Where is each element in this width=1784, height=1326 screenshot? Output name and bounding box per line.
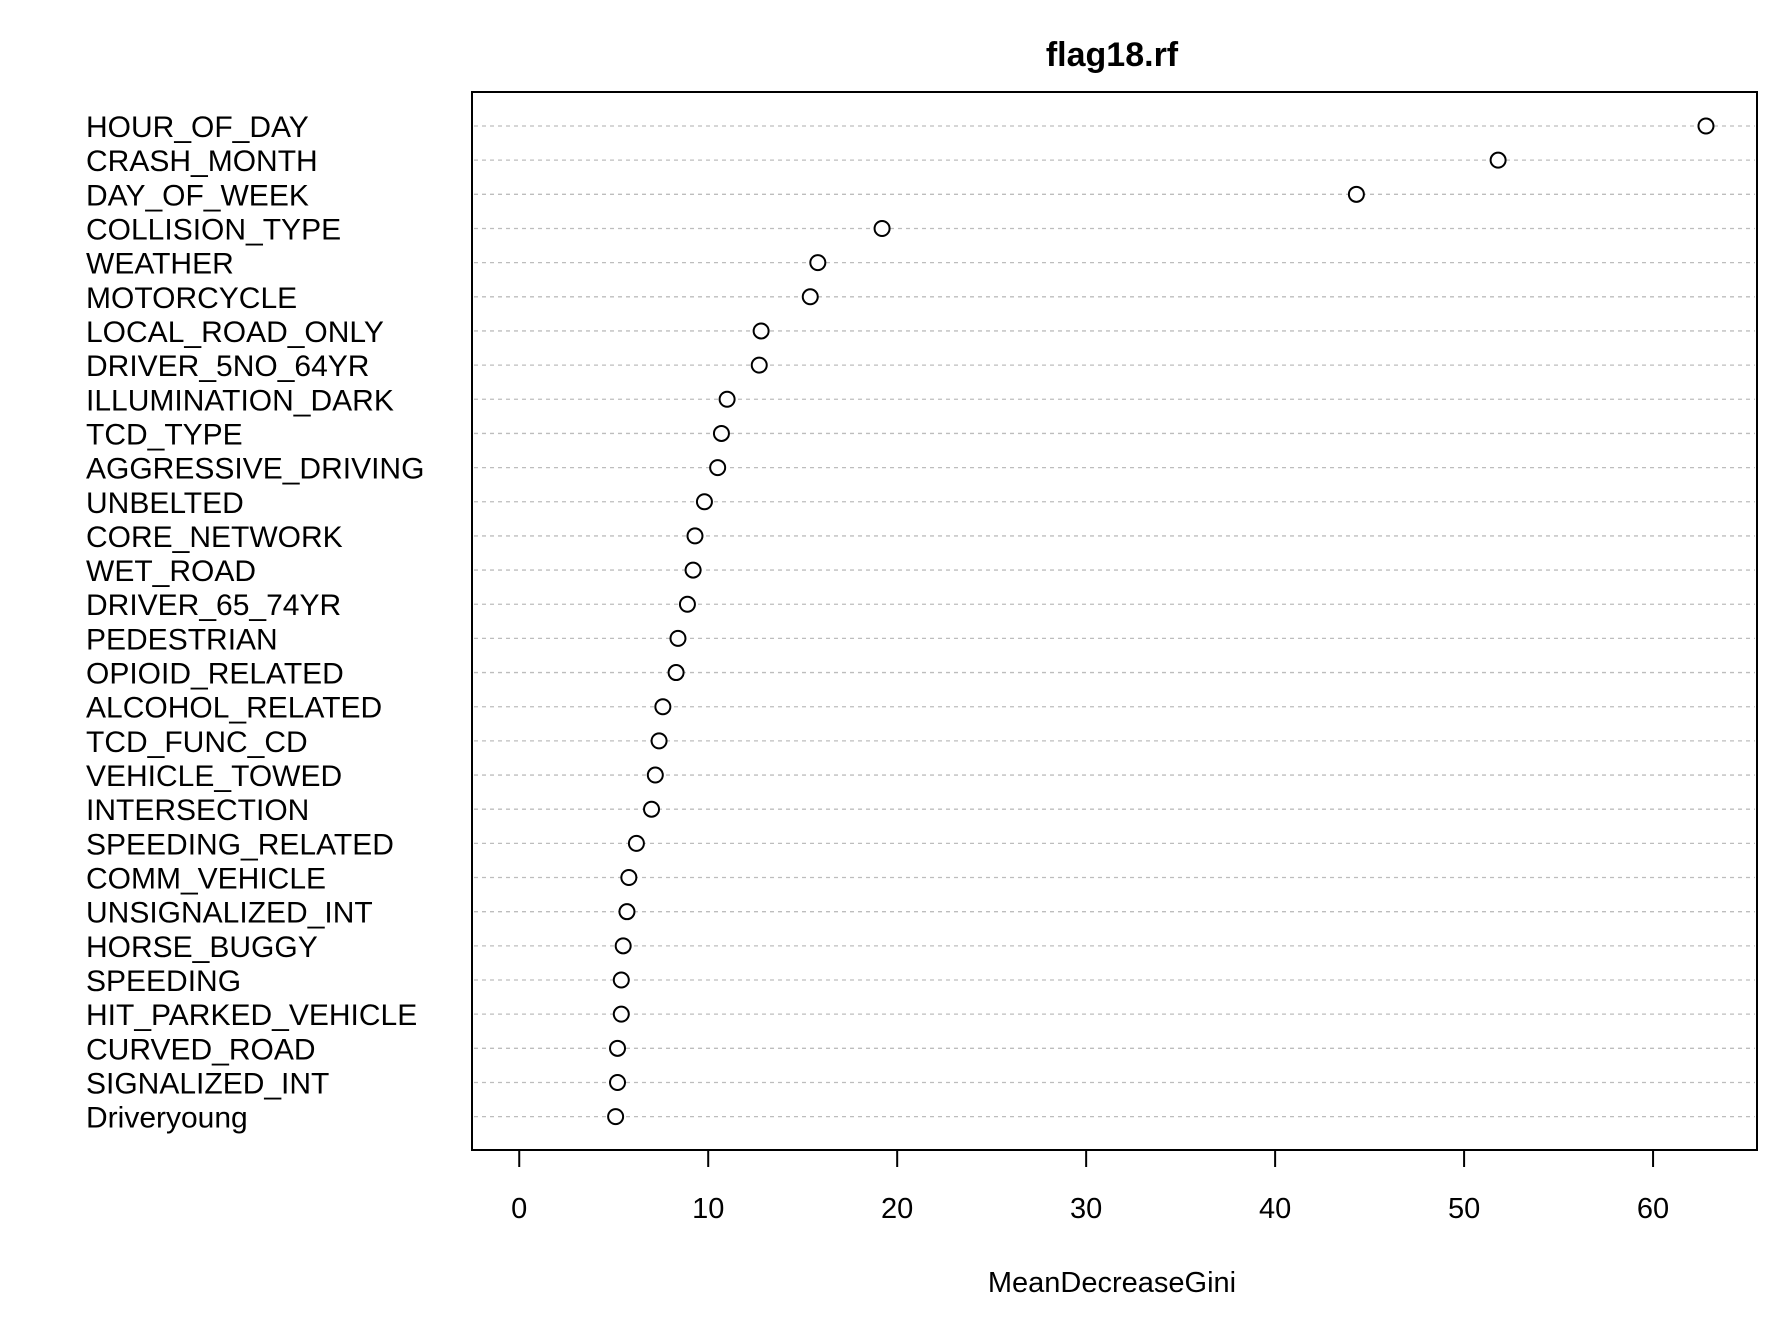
data-point [612, 1005, 630, 1023]
variable-label: TCD_FUNC_CD [86, 726, 308, 759]
variable-label: WEATHER [86, 248, 234, 281]
x-tick-label: 60 [1637, 1193, 1669, 1225]
grid-lines [474, 125, 1755, 1118]
data-point [667, 664, 685, 682]
variable-label: CRASH_MONTH [86, 145, 318, 178]
variable-label: OPIOID_RELATED [86, 658, 344, 691]
variable-label: CURVED_ROAD [86, 1033, 316, 1066]
data-point [643, 800, 661, 818]
data-points [607, 117, 1715, 1126]
variable-label: COMM_VEHICLE [86, 863, 326, 896]
variable-label: HORSE_BUGGY [86, 931, 318, 964]
data-point [718, 390, 736, 408]
chart-title: flag18.rf [1046, 36, 1179, 74]
data-point [684, 561, 702, 579]
data-point [750, 356, 768, 374]
data-point [1489, 151, 1507, 169]
variable-label: HOUR_OF_DAY [86, 111, 309, 144]
variable-label: UNSIGNALIZED_INT [86, 897, 373, 930]
variable-labels: HOUR_OF_DAYCRASH_MONTHDAY_OF_WEEKCOLLISI… [86, 111, 424, 1135]
variable-label: WET_ROAD [86, 555, 256, 588]
plot-frame [471, 91, 1758, 1151]
data-point [612, 971, 630, 989]
variable-label: COLLISION_TYPE [86, 213, 341, 246]
variable-label: ALCOHOL_RELATED [86, 692, 382, 725]
variable-label: CORE_NETWORK [86, 521, 343, 554]
variable-label: MOTORCYCLE [86, 282, 297, 315]
variable-label: LOCAL_ROAD_ONLY [86, 316, 384, 349]
variable-label: Driveryoung [86, 1102, 248, 1135]
x-tick-label: 30 [1070, 1193, 1102, 1225]
variable-label: DRIVER_65_74YR [86, 589, 341, 622]
data-point [607, 1108, 625, 1126]
data-point [1347, 185, 1365, 203]
data-point [686, 527, 704, 545]
data-point [609, 1039, 627, 1057]
data-point [678, 595, 696, 613]
x-tick-label: 20 [881, 1193, 913, 1225]
variable-label: UNBELTED [86, 487, 244, 520]
x-axis-label: MeanDecreaseGini [988, 1267, 1236, 1299]
data-point [620, 869, 638, 887]
x-axis: 0 10 20 30 40 50 60 [511, 1149, 1669, 1225]
data-point [618, 903, 636, 921]
variable-label: DRIVER_5NO_64YR [86, 350, 369, 383]
data-point [709, 459, 727, 477]
data-point [1697, 117, 1715, 135]
variable-label: SIGNALIZED_INT [86, 1067, 329, 1100]
data-point [609, 1073, 627, 1091]
data-point [873, 219, 891, 237]
x-tick-label: 0 [511, 1193, 527, 1225]
x-tick-label: 10 [692, 1193, 724, 1225]
data-point [809, 254, 827, 272]
data-point [695, 493, 713, 511]
data-point [650, 732, 668, 750]
data-point [646, 766, 664, 784]
variable-label: SPEEDING_RELATED [86, 828, 394, 861]
variable-label: VEHICLE_TOWED [86, 760, 342, 793]
data-point [614, 937, 632, 955]
variable-label: HIT_PARKED_VEHICLE [86, 999, 417, 1032]
data-point [712, 424, 730, 442]
variable-label: ILLUMINATION_DARK [86, 384, 394, 417]
variable-label: SPEEDING [86, 965, 241, 998]
variable-label: PEDESTRIAN [86, 623, 278, 656]
x-tick-label: 50 [1448, 1193, 1480, 1225]
variable-label: AGGRESSIVE_DRIVING [86, 453, 424, 486]
x-tick-label: 40 [1259, 1193, 1291, 1225]
variable-label: TCD_TYPE [86, 418, 243, 451]
data-point [654, 698, 672, 716]
data-point [669, 629, 687, 647]
variable-label: DAY_OF_WEEK [86, 179, 309, 212]
variable-label: INTERSECTION [86, 794, 309, 827]
data-point [752, 322, 770, 340]
data-point [801, 288, 819, 306]
data-point [627, 834, 645, 852]
